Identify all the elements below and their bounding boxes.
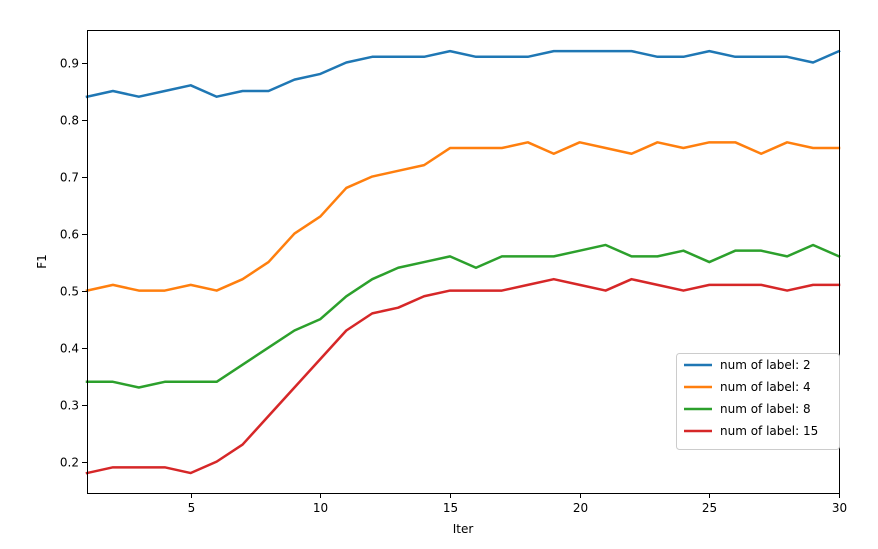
series-line-4 [85,277,841,475]
x-tick-label: 30 [832,501,847,515]
y-tick-label: 0.6 [60,228,79,242]
y-tick-label: 0.4 [60,342,79,356]
x-tick-label: 25 [702,501,717,515]
y-axis-label: F1 [35,254,49,269]
series-line-2 [85,141,841,293]
x-axis-ticks: 5 10 15 20 25 30 [188,493,847,515]
series-line-3 [85,243,841,389]
y-tick-label: 0.5 [60,285,79,299]
series-lines [85,49,841,475]
y-axis-ticks: 0.2 0.3 0.4 0.5 0.6 0.7 0.8 0.9 [60,57,87,470]
legend-label: num of label: 4 [720,380,811,394]
y-tick-label: 0.9 [60,57,79,71]
x-tick-label: 5 [188,501,196,515]
legend-label: num of label: 2 [720,358,811,372]
y-tick-label: 0.3 [60,399,79,413]
x-axis-label: Iter [453,522,474,536]
legend: num of label: 2 num of label: 4 num of lab… [676,353,840,450]
y-tick-label: 0.2 [60,456,79,470]
legend-label: num of label: 15 [720,424,818,438]
legend-box [676,353,840,450]
legend-label: num of label: 8 [720,402,811,416]
series-line-1 [85,49,841,99]
y-tick-label: 0.7 [60,171,79,185]
plot-area-frame [87,30,840,494]
x-tick-label: 10 [313,501,328,515]
y-tick-label: 0.8 [60,114,79,128]
x-tick-label: 15 [443,501,458,515]
x-tick-label: 20 [573,501,588,515]
